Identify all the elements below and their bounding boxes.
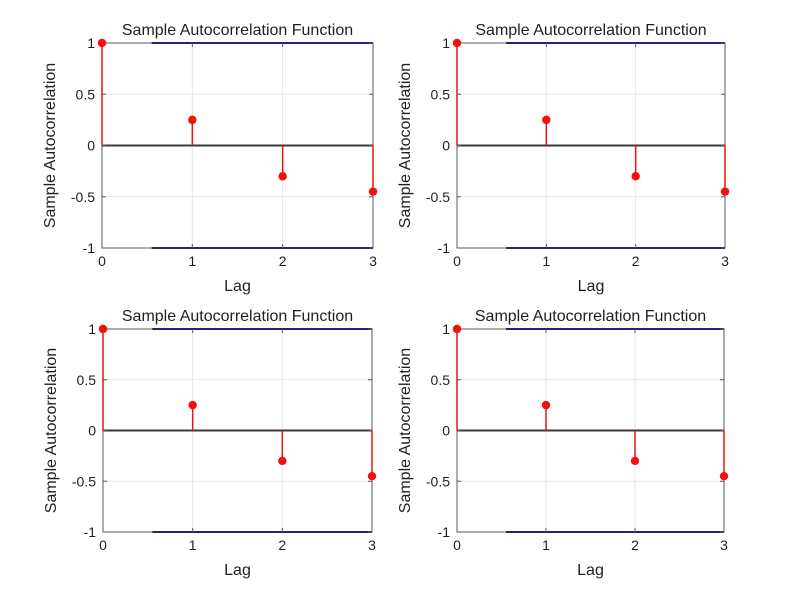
- x-tick-label: 3: [369, 253, 377, 269]
- stem-marker: [720, 187, 730, 196]
- y-axis-label: Sample Autocorrelation: [42, 63, 59, 228]
- y-tick-label: -0.5: [426, 473, 450, 489]
- stem-marker: [719, 471, 729, 481]
- x-tick-label: 1: [542, 253, 550, 269]
- stem-marker: [367, 471, 377, 481]
- x-tick-label: 0: [453, 253, 461, 269]
- x-tick-label: 2: [278, 537, 286, 553]
- plot-title: Sample Autocorrelation Function: [122, 22, 353, 39]
- stem-marker: [541, 400, 551, 410]
- stem-marker: [631, 172, 640, 181]
- y-tick-label: 1: [87, 35, 95, 51]
- y-tick-label: 0: [442, 138, 450, 154]
- y-axis-label: Sample Autocorrelation: [397, 63, 414, 228]
- y-axis-label: Sample Autocorrelation: [43, 348, 60, 513]
- y-tick-label: 1: [442, 35, 450, 51]
- stem-marker: [452, 324, 462, 334]
- plot-title: Sample Autocorrelation Function: [122, 308, 353, 325]
- subplot-bottom-right: 0 1 2 3 -1 -0.5 0 0.5 1 Sample Autocorrelation Fu…: [395, 303, 744, 588]
- subplot-bottom-left: 0 1 2 3 -1 -0.5 0 0.5 1 Sample Autocorrelation Fu…: [41, 303, 392, 588]
- x-tick-label: 1: [189, 537, 197, 553]
- x-axis-label: Lag: [224, 278, 251, 295]
- y-tick-label: 1: [442, 321, 450, 337]
- y-tick-label: -1: [84, 524, 97, 540]
- stem-marker: [368, 187, 378, 196]
- x-tick-label: 2: [631, 537, 639, 553]
- acf-plot-svg: 0 1 2 3 -1 -0.5 0 0.5 1 Sample Autocorrelation Fu…: [397, 308, 729, 579]
- x-tick-label: 0: [453, 537, 461, 553]
- x-tick-label: 3: [368, 537, 376, 553]
- x-tick-label: 3: [721, 253, 729, 269]
- subplot-top-right: 0 1 2 3 -1 -0.5 0 0.5 1 Sample Autocorrelation Fu…: [395, 17, 745, 304]
- x-tick-label: 2: [632, 253, 640, 269]
- x-axis-label: Lag: [578, 278, 605, 295]
- y-tick-label: -1: [438, 524, 451, 540]
- stem-marker: [278, 172, 287, 181]
- stem-marker: [188, 400, 197, 410]
- subplot-top-left: 0 1 2 3 -1 -0.5 0 0.5 1 Sample Autocorrelation Fu…: [40, 17, 393, 304]
- x-axis-label: Lag: [224, 562, 251, 579]
- stem-marker: [452, 38, 462, 48]
- y-tick-label: 0.5: [431, 372, 451, 388]
- stem-marker: [97, 38, 107, 48]
- stem-marker: [542, 115, 551, 125]
- y-tick-label: -0.5: [71, 189, 95, 205]
- acf-plot-svg: 0 1 2 3 -1 -0.5 0 0.5 1 Sample Autocorrelation Fu…: [42, 22, 378, 295]
- y-tick-label: 0: [88, 423, 96, 439]
- acf-plot-svg: 0 1 2 3 -1 -0.5 0 0.5 1 Sample Autocorrelation Fu…: [397, 22, 730, 295]
- y-tick-label: 0.5: [76, 86, 96, 102]
- x-tick-label: 1: [188, 253, 196, 269]
- y-tick-label: 0.5: [77, 372, 97, 388]
- stem-marker: [630, 456, 640, 466]
- plot-title: Sample Autocorrelation Function: [475, 22, 706, 39]
- y-tick-label: -1: [438, 240, 451, 256]
- y-tick-label: 0: [87, 138, 95, 154]
- x-tick-label: 3: [720, 537, 728, 553]
- stem-marker: [278, 456, 287, 466]
- x-tick-label: 1: [542, 537, 550, 553]
- stem-marker: [188, 115, 197, 125]
- acf-plot-svg: 0 1 2 3 -1 -0.5 0 0.5 1 Sample Autocorrelation Fu…: [43, 308, 377, 579]
- y-axis-label: Sample Autocorrelation: [397, 348, 414, 513]
- x-tick-label: 0: [98, 253, 106, 269]
- y-tick-label: 0: [442, 423, 450, 439]
- x-axis-label: Lag: [577, 562, 604, 579]
- y-tick-label: -0.5: [426, 189, 450, 205]
- x-tick-label: 0: [99, 537, 107, 553]
- plot-title: Sample Autocorrelation Function: [475, 308, 706, 325]
- stem-marker: [98, 324, 108, 334]
- y-tick-label: 0.5: [431, 86, 451, 102]
- x-tick-label: 2: [279, 253, 287, 269]
- y-tick-label: 1: [88, 321, 96, 337]
- y-tick-label: -0.5: [72, 473, 96, 489]
- y-tick-label: -1: [83, 240, 96, 256]
